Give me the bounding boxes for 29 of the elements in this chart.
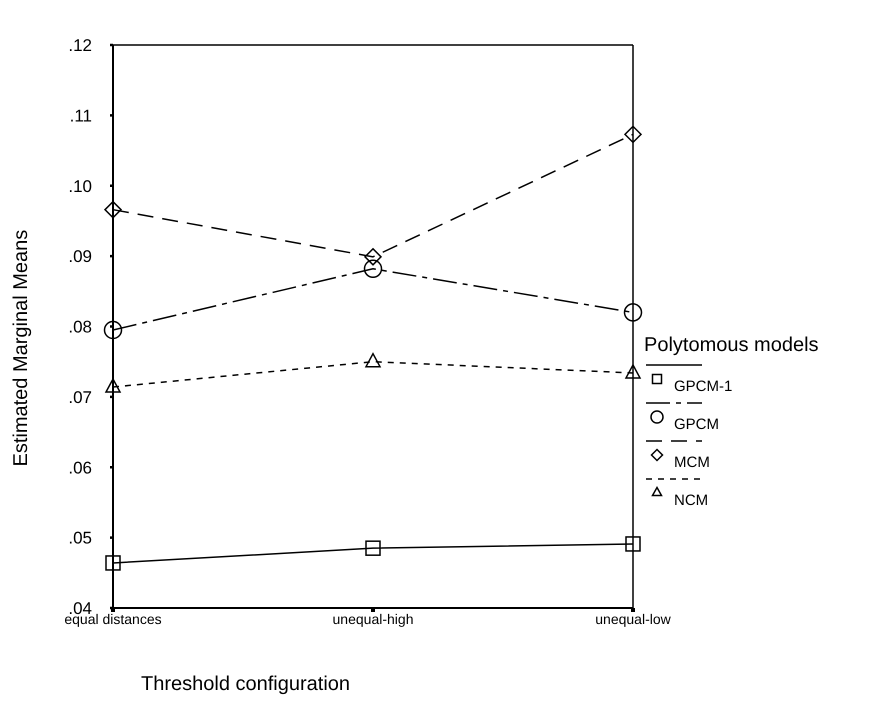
point: [365, 352, 381, 368]
point: [624, 303, 642, 322]
y-tick-label: .09: [68, 247, 92, 266]
point: [104, 200, 122, 218]
point: [105, 378, 121, 393]
x-tick-label: unequal-low: [595, 610, 672, 627]
point: [364, 248, 382, 266]
point: [624, 126, 642, 144]
y-tick-label: .11: [70, 106, 92, 126]
y-tick-label: .05: [68, 528, 92, 548]
y-tick-label: .10: [68, 176, 92, 196]
y-tick-label: .08: [68, 318, 92, 337]
legend-label: NCM: [674, 492, 708, 508]
y-tick-label: .12: [68, 36, 92, 56]
legend-label: MCM: [674, 454, 710, 470]
point: [365, 540, 381, 556]
y-tick-label: .07: [68, 388, 92, 407]
legend-title: Polytomous models: [644, 334, 820, 356]
point: [364, 260, 382, 278]
point: [625, 536, 641, 552]
x-axis-title: Threshold configuration: [141, 673, 350, 695]
legend-label: GPCM: [674, 416, 719, 432]
legend-label: GPCM-1: [674, 378, 732, 394]
point: [625, 364, 641, 379]
point: [104, 320, 122, 340]
y-tick-label: .06: [68, 458, 92, 478]
point: [105, 555, 121, 571]
y-axis-title: Estimated Marginal Means: [10, 230, 32, 466]
x-tick-label: unequal-high: [332, 610, 414, 627]
